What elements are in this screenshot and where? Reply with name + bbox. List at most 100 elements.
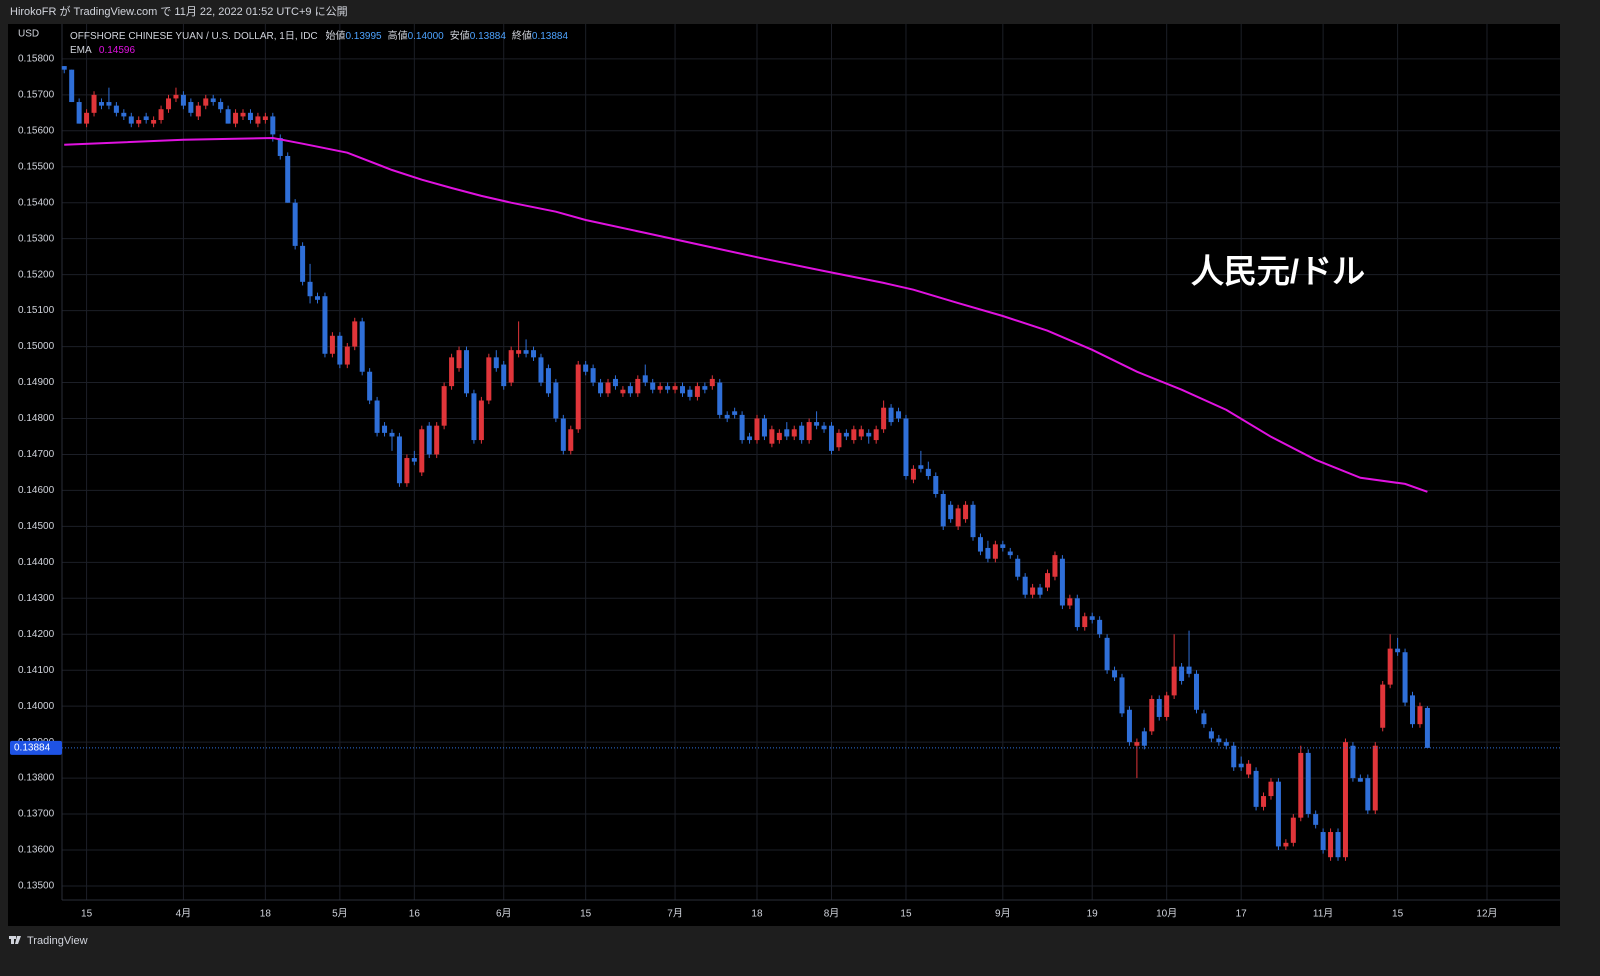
candle-body	[1037, 587, 1043, 595]
candle-body	[1231, 745, 1237, 768]
candle-body	[456, 350, 462, 369]
y-tick-label: 0.14100	[18, 665, 55, 676]
candle-body	[1067, 598, 1073, 606]
candle-body	[694, 386, 700, 397]
candle-body	[754, 418, 760, 441]
candle-body	[1134, 742, 1140, 746]
candle-body	[598, 382, 604, 394]
candle-body	[426, 425, 432, 455]
candle-body	[180, 94, 186, 106]
candle-body	[225, 109, 231, 124]
candle-body	[1059, 558, 1065, 606]
candle-body	[717, 382, 723, 415]
candle-body	[851, 429, 857, 441]
y-tick-label: 0.15000	[18, 341, 55, 352]
candle-body	[1112, 670, 1118, 678]
candle-body	[836, 432, 842, 448]
candle-body	[1365, 778, 1371, 811]
candle-body	[650, 382, 656, 390]
candle-body	[449, 357, 455, 387]
candle-body	[352, 321, 358, 347]
candle-body	[605, 382, 611, 394]
symbol-title: OFFSHORE CHINESE YUAN / U.S. DOLLAR, 1日,…	[70, 31, 318, 42]
candle-body	[933, 476, 939, 495]
candle-body	[1342, 742, 1348, 858]
candle-body	[434, 425, 440, 455]
y-tick-label: 0.14400	[18, 557, 55, 568]
candle-body	[1283, 842, 1289, 847]
chart-panel	[8, 24, 1560, 926]
candle-body	[218, 102, 224, 110]
candle-body	[523, 350, 529, 354]
candle-body	[1089, 616, 1095, 620]
candle-body	[553, 382, 559, 419]
candle-body	[858, 429, 864, 437]
ohlc-legend-label: 高値	[388, 29, 408, 42]
candle-body	[151, 120, 157, 124]
candle-body	[545, 368, 551, 394]
candle-body	[233, 112, 239, 124]
candle-body	[329, 335, 335, 354]
y-tick-label: 0.15300	[18, 233, 55, 244]
candle-body	[91, 94, 97, 113]
y-tick-label: 0.14600	[18, 485, 55, 496]
candle-body	[1387, 648, 1393, 685]
x-tick-label: 10月	[1156, 908, 1177, 920]
x-tick-label: 15	[1392, 909, 1404, 920]
candle-body	[508, 350, 514, 383]
candle-body	[1268, 781, 1274, 797]
ohlc-legend-label: 安値	[450, 29, 470, 42]
y-tick-label: 0.15700	[18, 89, 55, 100]
candle-body	[672, 386, 678, 390]
last-price-box	[10, 740, 62, 755]
candle-body	[1208, 731, 1214, 739]
candle-body	[106, 102, 112, 106]
y-axis-unit: USD	[18, 29, 39, 40]
candle-body	[1238, 763, 1244, 768]
y-tick-label: 0.15800	[18, 54, 55, 65]
y-tick-label: 0.15100	[18, 305, 55, 316]
candle-body	[985, 547, 991, 559]
candle-body	[344, 346, 350, 365]
candle-body	[188, 102, 194, 113]
candle-body	[389, 432, 395, 437]
candle-body	[814, 422, 820, 426]
candle-body	[277, 137, 283, 156]
candle-body	[1052, 555, 1058, 577]
candle-body	[560, 418, 566, 451]
candle-body	[210, 98, 216, 103]
candle-body	[1275, 781, 1281, 847]
candle-body	[948, 504, 954, 520]
ohlc-legend-value: 0.13884	[470, 31, 507, 42]
x-tick-label: 17	[1236, 909, 1248, 920]
candle-body	[531, 350, 537, 358]
candle-body	[1328, 832, 1334, 858]
x-tick-label: 16	[409, 909, 421, 920]
x-tick-label: 9月	[995, 908, 1011, 920]
candle-body	[910, 468, 916, 480]
candle-body	[1298, 752, 1304, 818]
candle-body	[881, 407, 887, 430]
candle-body	[724, 414, 730, 419]
candle-body	[486, 357, 492, 401]
candle-body	[732, 411, 738, 415]
candle-body	[955, 508, 961, 527]
grid	[62, 24, 1560, 900]
x-tick-label: 6月	[496, 908, 512, 920]
candle-body	[1126, 709, 1132, 743]
candle-body	[1246, 763, 1252, 775]
y-tick-label: 0.15400	[18, 197, 55, 208]
candle-body	[158, 109, 164, 121]
candle-body	[1007, 551, 1013, 556]
ohlc-legend-value: 0.13884	[532, 31, 569, 42]
candle-body	[136, 120, 142, 124]
x-tick-label: 15	[900, 909, 912, 920]
candle-body	[1313, 814, 1319, 825]
candle-body	[1424, 707, 1430, 748]
candle-body	[359, 321, 365, 372]
candle-body	[1417, 706, 1423, 725]
candle-body	[1022, 576, 1028, 595]
candle-body	[1395, 648, 1401, 653]
candle-body	[1119, 677, 1125, 714]
